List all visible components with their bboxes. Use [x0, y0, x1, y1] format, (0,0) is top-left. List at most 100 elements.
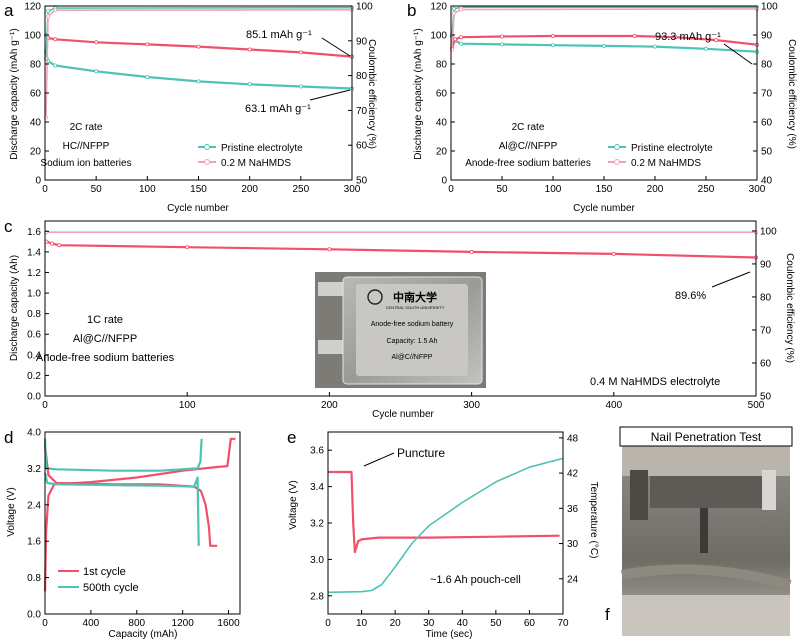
data-point-a-0-5 [196, 79, 201, 84]
y-tick-label-c-6: 1.2 [27, 268, 41, 279]
chart-e: 0 10 20 30 40 50 60 70 2.8 3.0 3.2 3.4 3.6 24 30 36 42 48 [310, 431, 579, 629]
pouch-cell-photo: 中南大学 CENTRAL SOUTH UNIVERSITY Anode-free… [315, 272, 486, 388]
y2-tick-label-b-0: 40 [761, 176, 773, 187]
y-tick-label-d-1: 0.8 [27, 573, 41, 584]
chart-a: 0 50 100 150 200 250 300 0 20 40 60 80 100 120 50 60 70 8… [24, 2, 373, 196]
x-tick-label-d-4: 1600 [217, 618, 240, 629]
university-name: 中南大学 [393, 290, 437, 304]
x-tick-label-c-3: 300 [463, 400, 480, 411]
data-point-b-0-4 [551, 43, 556, 48]
x-tick-label-a-3: 150 [190, 184, 207, 195]
photo-left-post [630, 470, 648, 520]
university-name-english: CENTRAL SOUTH UNIVERSITY [386, 305, 445, 310]
data-point-b-1-6 [673, 35, 678, 40]
y2-tick-label-e-1: 30 [567, 539, 579, 550]
plot-frame-d [44, 431, 241, 615]
left-axis-label-a: Discharge capacity (mAh g⁻¹) [9, 28, 20, 159]
x-tick-label-c-2: 200 [321, 400, 338, 411]
x-tick-label-e-5: 50 [490, 618, 502, 629]
panel-letter-d: d [4, 428, 13, 447]
series-line-d-0 [43, 437, 236, 592]
x-tick-label-a-1: 50 [91, 184, 103, 195]
cell-label-a: HC//NFPP [63, 141, 110, 152]
legend-a: Pristine electrolyte 0.2 M NaHMDS [198, 143, 303, 169]
photo-plate [650, 476, 762, 508]
y-tick-label-b-1: 20 [436, 147, 448, 158]
y2-tick-label-c-5: 100 [760, 226, 777, 237]
series-line-d-2 [43, 472, 200, 546]
data-point-b-3-2 [459, 7, 464, 12]
x-tick-label-b-2: 100 [545, 184, 562, 195]
left-axis-label-b: Discharge capacity (mAh g⁻¹) [413, 28, 424, 159]
plot-frame-e [327, 431, 564, 615]
y-tick-label-a-1: 20 [30, 147, 42, 158]
annotation-pink-b: 93.3 mAh g⁻¹ [655, 31, 721, 43]
y2-tick-label-c-1: 60 [760, 358, 772, 369]
x-tick-label-e-0: 0 [325, 618, 331, 629]
x-tick-label-a-2: 100 [139, 184, 156, 195]
y2-tick-label-c-3: 80 [760, 292, 772, 303]
data-point-b-2-1 [452, 6, 457, 11]
x-tick-label-a-0: 0 [42, 184, 48, 195]
data-point-b-1-7 [714, 38, 719, 43]
data-point-c-0-5 [469, 249, 474, 254]
x-tick-label-c-5: 500 [748, 400, 765, 411]
y-tick-label-e-0: 2.8 [310, 591, 324, 602]
x-tick-label-b-0: 0 [448, 184, 454, 195]
x-tick-label-d-1: 400 [83, 618, 100, 629]
x-tick-label-a-5: 250 [292, 184, 309, 195]
x-tick-label-b-4: 200 [647, 184, 664, 195]
data-point-b-1-4 [551, 34, 556, 39]
data-point-c-0-3 [185, 245, 190, 250]
data-point-a-1-7 [298, 50, 303, 55]
x-tick-label-e-1: 10 [356, 618, 368, 629]
y-tick-label-c-7: 1.4 [27, 247, 41, 258]
data-point-b-0-2 [459, 41, 464, 46]
legend-pristine-a: Pristine electrolyte [221, 143, 303, 154]
panel-letter-a: a [4, 1, 14, 20]
left-axis-label-c: Discharge capacity (Ah) [9, 255, 20, 361]
panel-d: d Voltage (V) Capacity (mAh) 0 400 800 1200… [4, 428, 241, 640]
arrow-puncture [363, 452, 395, 467]
series-line-c-0 [46, 240, 757, 259]
x-tick-label-c-0: 0 [42, 400, 48, 411]
data-point-b-1-5 [632, 34, 637, 39]
data-point-a-0-2 [53, 63, 58, 68]
y-tick-label-c-5: 1.0 [27, 289, 41, 300]
y-tick-label-b-6: 120 [430, 2, 447, 13]
data-point-a-1-3 [94, 40, 99, 45]
y-tick-label-b-0: 0 [441, 176, 447, 187]
y-tick-label-a-3: 60 [30, 89, 42, 100]
chart-c: 0 100 200 300 400 500 0.0 0.2 0.4 0.6 0.8 1.0 1.2 1.4… [27, 220, 777, 411]
legend-pristine-b: Pristine electrolyte [631, 143, 713, 154]
y-tick-label-d-0: 0.0 [27, 610, 41, 621]
series-line-a-3 [45, 9, 353, 118]
x-tick-label-b-6: 300 [749, 184, 766, 195]
tab-left-top [318, 282, 346, 296]
annotation-c: 89.6% [675, 290, 706, 302]
title-f: Nail Penetration Test [651, 430, 762, 444]
arrow-pink-a [321, 37, 351, 57]
series-line-e-0 [328, 470, 560, 554]
legend-1st: 1st cycle [83, 566, 126, 578]
x-axis-label-b: Cycle number [573, 203, 635, 214]
note-e: ~1.6 Ah pouch-cell [430, 574, 521, 586]
panel-f: f Nail Penetration Test [605, 426, 793, 636]
y2-tick-label-e-3: 42 [567, 469, 579, 480]
title-box-f [619, 426, 793, 447]
right-axis-label-a: Coulombic efficiency (%) [366, 39, 377, 149]
type-label-a: Sodium ion batteries [40, 158, 131, 169]
y2-tick-label-a-2: 70 [356, 106, 368, 117]
arrow-c [711, 271, 751, 288]
legend-nahmds-a: 0.2 M NaHMDS [221, 158, 291, 169]
y2-tick-label-b-2: 60 [761, 118, 773, 129]
y-tick-label-c-1: 0.2 [27, 371, 41, 382]
legend-marker-pristine-b [614, 144, 620, 150]
legend-d: 1st cycle 500th cycle [58, 566, 139, 594]
y-tick-label-c-4: 0.8 [27, 309, 41, 320]
legend-marker-nahmds-a [204, 159, 210, 165]
data-point-a-0-6 [247, 82, 252, 87]
y-tick-label-d-3: 2.4 [27, 500, 41, 511]
y-tick-label-b-4: 80 [436, 60, 448, 71]
